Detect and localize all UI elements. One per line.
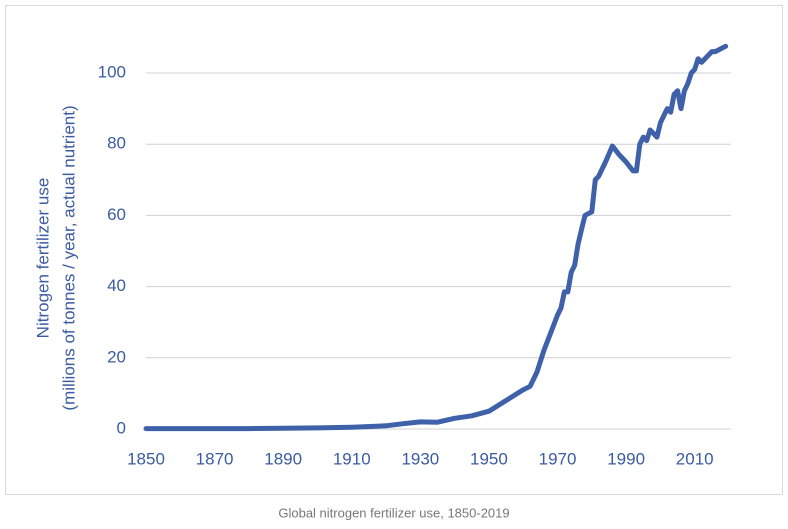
x-tick-label: 1990 bbox=[607, 449, 645, 468]
x-tick-label: 2010 bbox=[676, 449, 714, 468]
x-tick-label: 1890 bbox=[264, 449, 302, 468]
x-tick-label: 1970 bbox=[539, 449, 577, 468]
y-tick-label: 0 bbox=[117, 418, 126, 437]
x-tick-label: 1930 bbox=[401, 449, 439, 468]
y-tick-label: 20 bbox=[107, 347, 126, 366]
y-axis-label: Nitrogen fertilizer use bbox=[33, 178, 52, 339]
y-tick-label: 100 bbox=[98, 62, 126, 81]
x-tick-label: 1910 bbox=[333, 449, 371, 468]
caption: Global nitrogen fertilizer use, 1850-201… bbox=[278, 505, 509, 520]
chart-frame bbox=[5, 5, 783, 495]
x-tick-label: 1950 bbox=[470, 449, 508, 468]
y-axis-label: (millions of tonnes / year, actual nutri… bbox=[59, 105, 78, 410]
data-line bbox=[143, 43, 729, 432]
x-tick-label: 1870 bbox=[196, 449, 234, 468]
y-tick-label: 60 bbox=[107, 205, 126, 224]
y-tick-label: 80 bbox=[107, 134, 126, 153]
y-tick-label: 40 bbox=[107, 276, 126, 295]
x-tick-label: 1850 bbox=[127, 449, 165, 468]
